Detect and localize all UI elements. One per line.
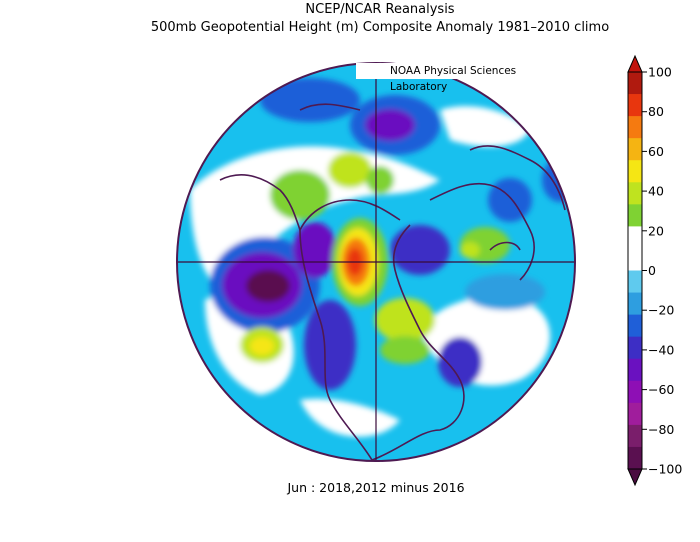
colorbar-tick-label: 100 — [648, 65, 672, 80]
anomaly-field — [177, 63, 575, 461]
colorbar-tick-label: 80 — [648, 104, 664, 119]
colorbar-segment — [628, 182, 642, 205]
colorbar-tick-label: −40 — [648, 342, 674, 357]
colorbar-segment — [628, 292, 642, 316]
colorbar-tick-label: 20 — [648, 223, 664, 238]
credit-label: NOAA Physical Sciences Laboratory — [356, 63, 576, 93]
colorbar-top-arrow — [627, 54, 643, 73]
colorbar-tick-label: 40 — [648, 184, 664, 199]
colorbar-segment — [628, 94, 642, 117]
colorbar-segment — [628, 270, 642, 293]
colorbar-tick-label: −60 — [648, 382, 674, 397]
coastlines — [219, 103, 566, 461]
colorbar-segment — [628, 160, 642, 183]
colorbar-segment — [628, 358, 642, 382]
colorbar-tick-label: 60 — [648, 144, 664, 159]
colorbar-segment — [628, 72, 642, 95]
colorbar-segment — [628, 380, 642, 404]
colorbar-segment — [628, 204, 642, 227]
chart-title-line1: NCEP/NCAR Reanalysis — [305, 2, 455, 17]
colorbar-segment — [628, 446, 642, 470]
colorbar-tick-label: −100 — [648, 462, 682, 477]
colorbar-segment — [628, 226, 642, 249]
footer-caption: Jun : 2018,2012 minus 2016 — [287, 480, 465, 495]
colorbar-segment — [628, 138, 642, 161]
colorbar-tick-label: 0 — [648, 263, 656, 278]
colorbar-tick-label: −80 — [648, 422, 674, 437]
chart-title-line2: 500mb Geopotential Height (m) Composite … — [150, 20, 610, 35]
colorbar-tick-label: −20 — [648, 303, 674, 318]
colorbar-segment — [628, 402, 642, 426]
colorbar-segment — [628, 116, 642, 139]
colorbar-segment — [628, 314, 642, 338]
colorbar-segment — [628, 248, 642, 271]
colorbar-segment — [628, 424, 642, 448]
colorbar-segment — [628, 336, 642, 360]
